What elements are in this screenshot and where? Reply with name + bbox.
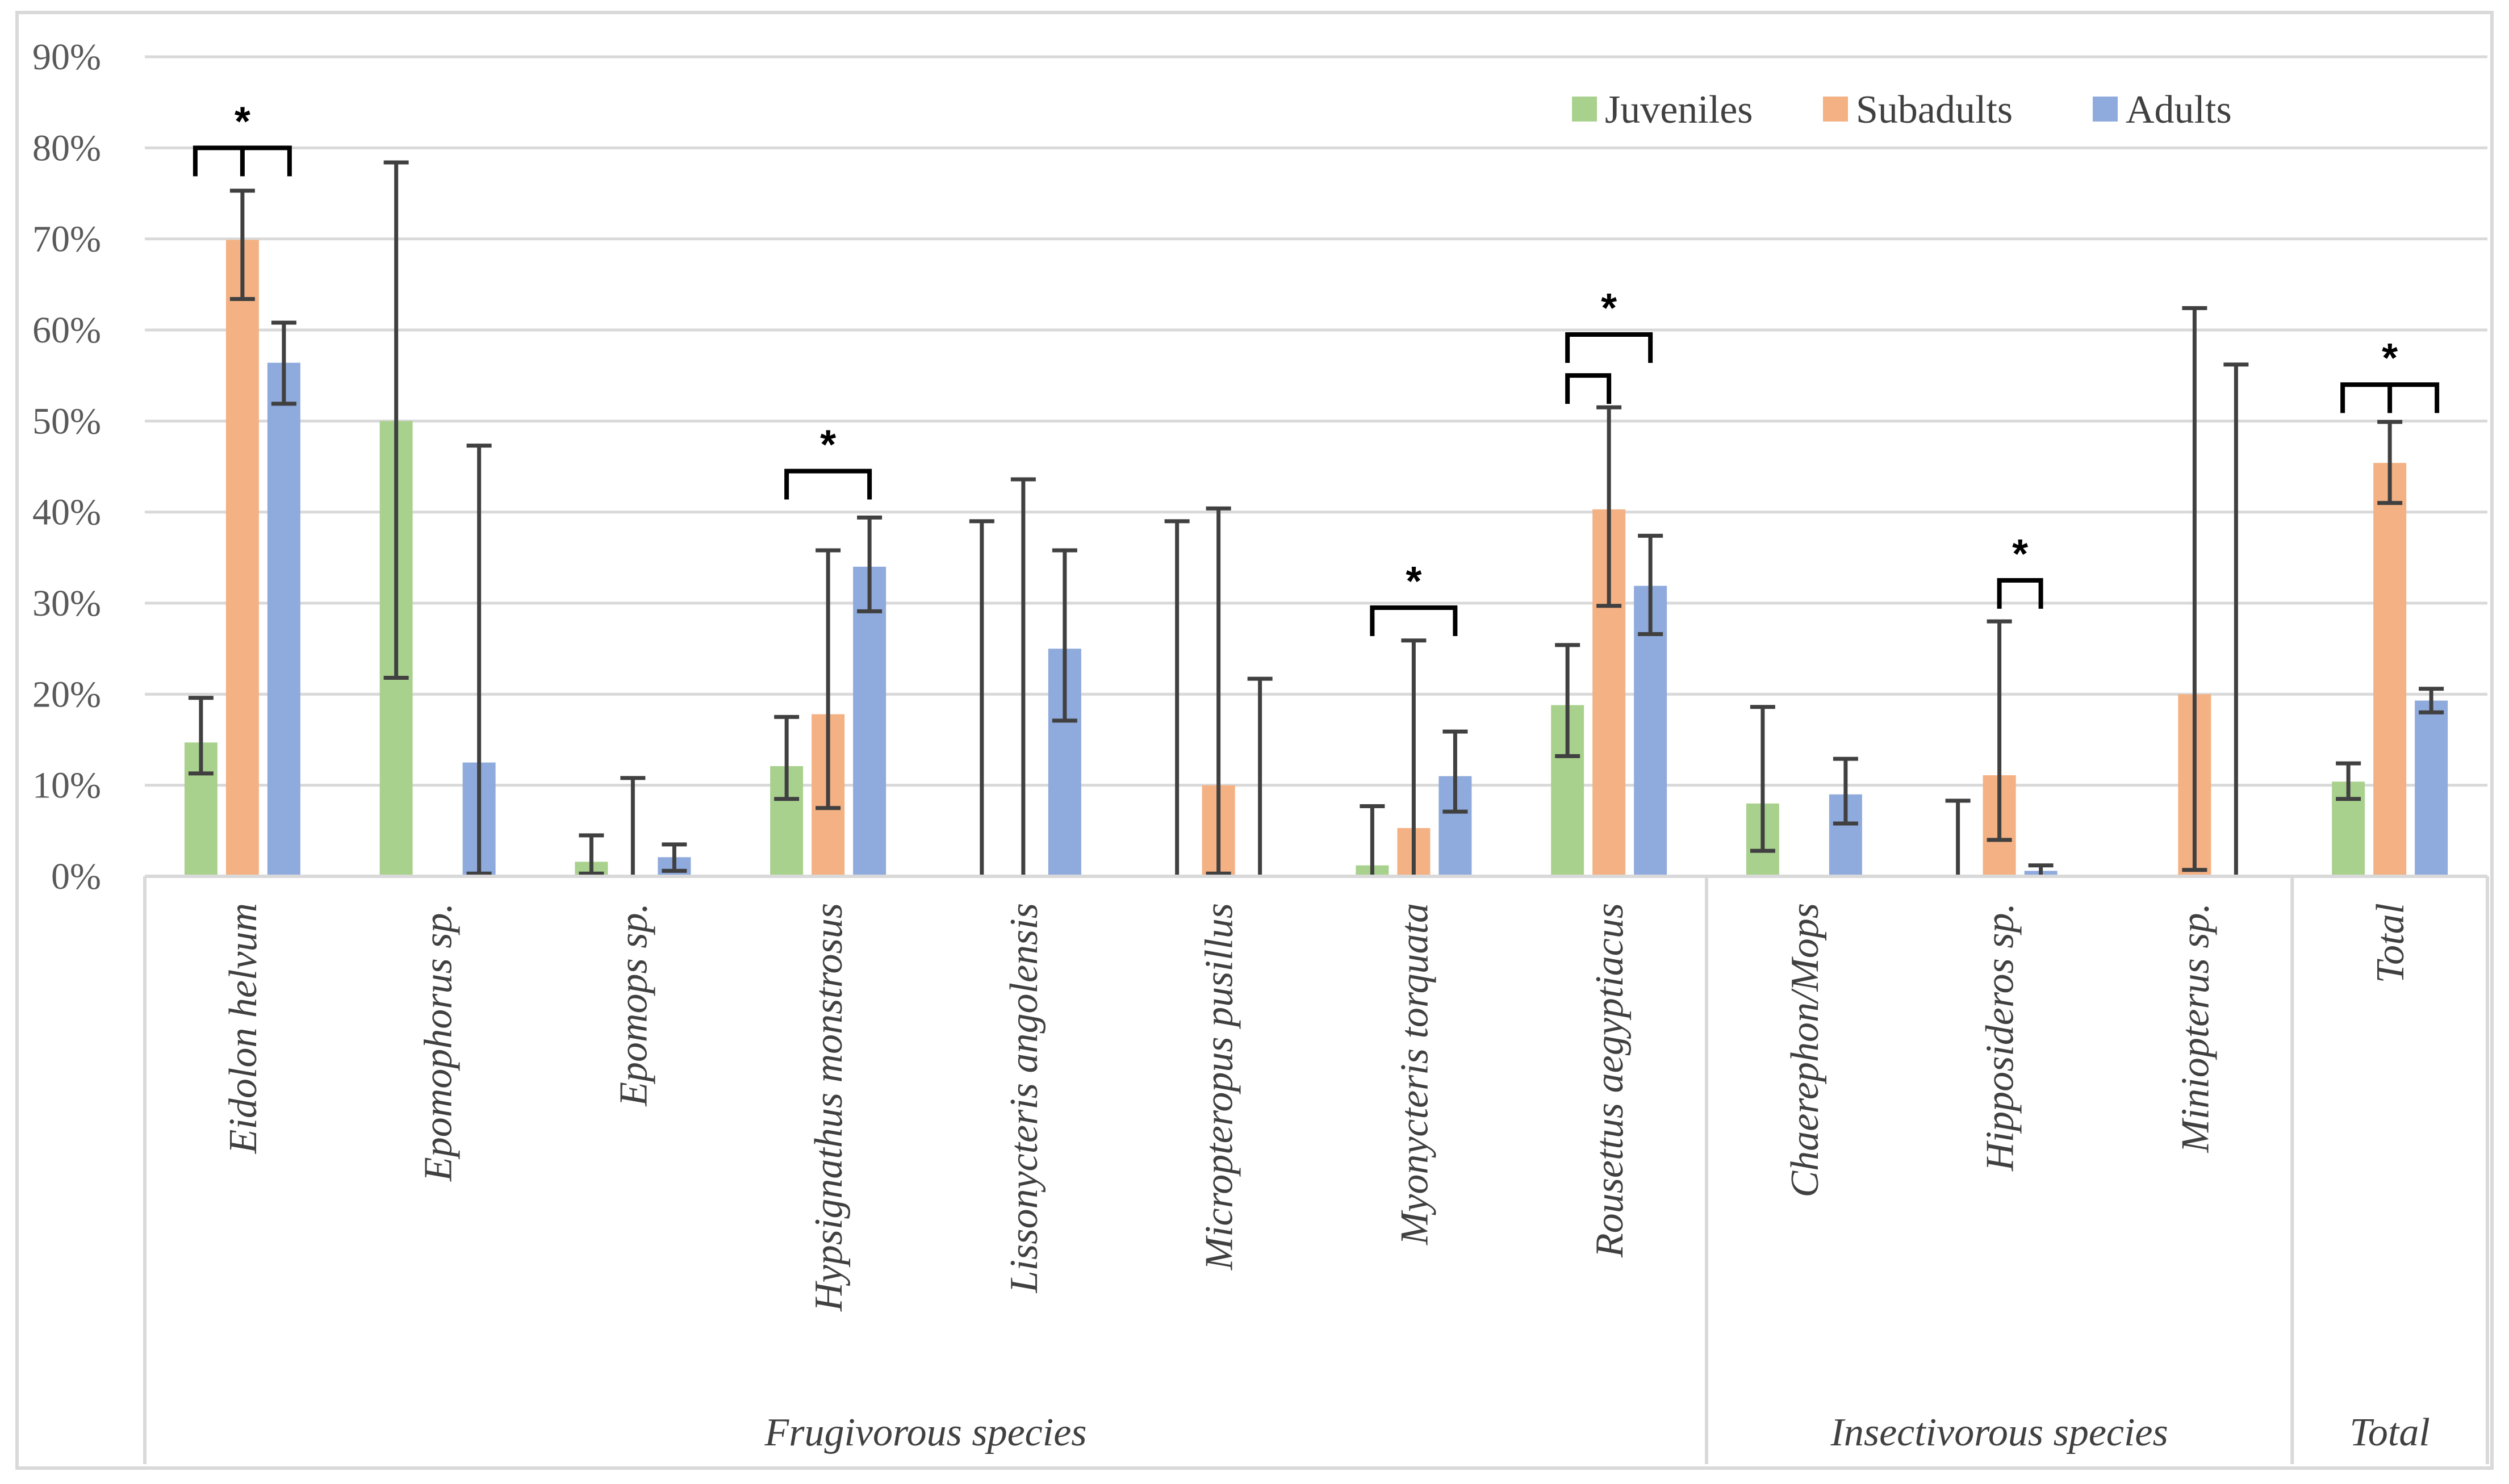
category-label: Eidolon helvum	[221, 903, 265, 1154]
legend-label-subadults: Subadults	[1856, 88, 2013, 132]
category-label: Epomops sp.	[612, 903, 655, 1107]
bar-adults	[853, 566, 886, 876]
significance-brackets: * * * * * *	[193, 99, 2440, 637]
significance-star: *	[2012, 532, 2028, 577]
legend-swatch-subadults	[1823, 97, 1848, 122]
category-label: Chaerephon/Mops	[1783, 903, 1827, 1197]
significance-bracket	[784, 469, 872, 500]
category-label: Hipposideros sp.	[1979, 903, 2022, 1172]
category-label: Micropteropus pusillus	[1198, 903, 1241, 1270]
y-tick-label: 80%	[32, 127, 101, 169]
significance-star: *	[235, 99, 250, 144]
significance-star: *	[1406, 559, 1421, 604]
group-labels: Frugivorous species Insectivorous species…	[764, 1411, 2429, 1454]
legend-label-adults: Adults	[2126, 88, 2232, 132]
bar-subadults	[225, 240, 259, 876]
significance-star: *	[820, 423, 836, 468]
category-labels: Eidolon helvum Epomophorus sp. Epomops sp.…	[221, 903, 2412, 1312]
bar-subadults	[2373, 463, 2407, 876]
y-tick-label: 50%	[32, 400, 101, 442]
significance-star: *	[2382, 336, 2398, 381]
error-bars	[188, 160, 2444, 876]
y-tick-label: 60%	[32, 310, 101, 351]
category-label: Total	[2369, 903, 2412, 983]
legend-label-juveniles: Juveniles	[1605, 88, 1753, 132]
group-label: Frugivorous species	[764, 1411, 1086, 1454]
category-label: Epomophorus sp.	[417, 903, 461, 1182]
significance-bracket	[1370, 605, 1458, 637]
category-label: Miniopterus sp.	[2173, 903, 2217, 1153]
significance-bracket	[193, 145, 292, 177]
y-tick-label: 40%	[32, 492, 101, 533]
legend: Juveniles Subadults Adults	[1572, 88, 2232, 132]
y-tick-label: 70%	[32, 219, 101, 260]
significance-bracket	[1565, 332, 1653, 363]
y-tick-label: 30%	[32, 583, 101, 624]
legend-swatch-adults	[2093, 97, 2118, 122]
bar-adults	[267, 362, 300, 876]
category-label: Rousettus aegyptiacus	[1588, 903, 1632, 1258]
y-tick-label: 10%	[32, 765, 101, 806]
category-label: Lissonycteris angolensis	[1002, 903, 1046, 1293]
y-tick-label: 90%	[32, 36, 101, 78]
significance-bracket	[1565, 373, 1612, 404]
category-axis	[143, 875, 2489, 1464]
legend-swatch-juveniles	[1572, 97, 1597, 122]
significance-bracket	[1997, 578, 2043, 609]
significance-star: *	[1601, 286, 1617, 331]
group-label: Insectivorous species	[1830, 1411, 2168, 1454]
category-label: Myonycteris torquata	[1393, 903, 1436, 1245]
chart-border	[15, 11, 2494, 1470]
y-axis-tick-labels: 0% 10% 20% 30% 40% 50% 60% 70% 80% 90%	[32, 36, 101, 897]
category-label: Hypsignathus monstrosus	[807, 903, 851, 1312]
y-tick-label: 20%	[32, 674, 101, 715]
bar-adults	[2415, 700, 2448, 876]
y-tick-label: 0%	[51, 856, 101, 897]
group-label: Total	[2349, 1411, 2429, 1454]
